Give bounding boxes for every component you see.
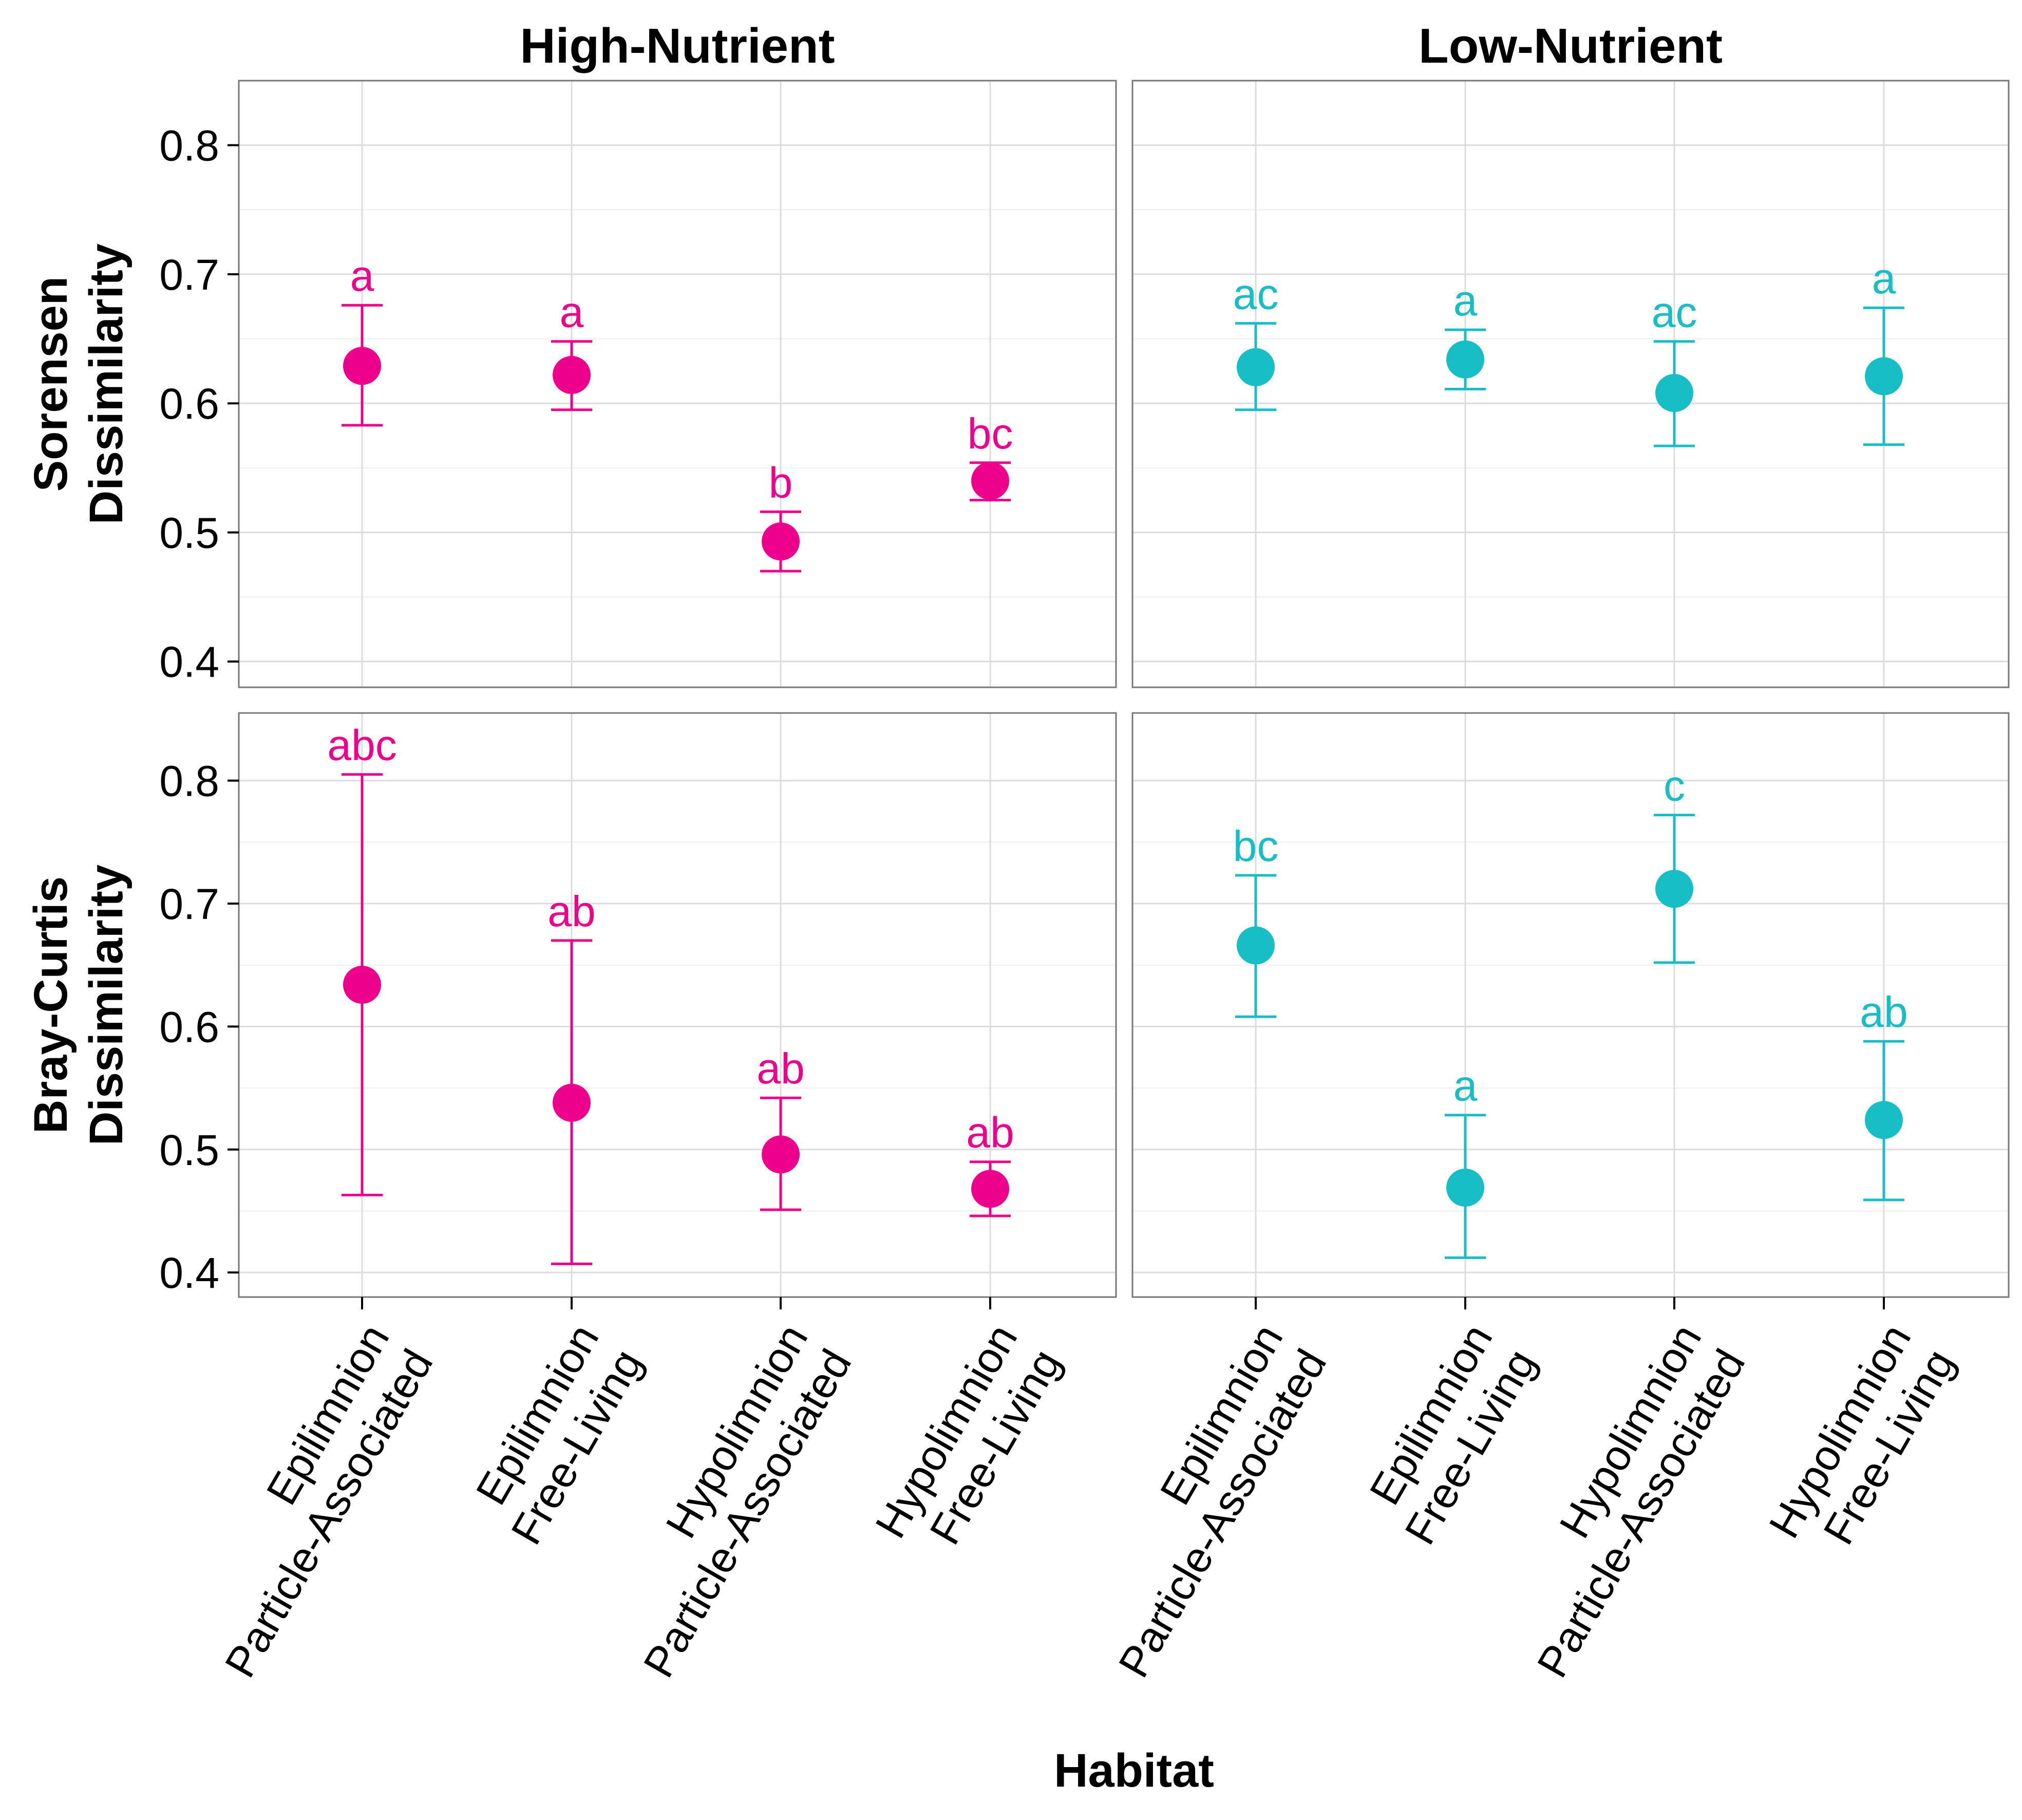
significance-label: bc xyxy=(1233,822,1279,870)
y-tick-label: 0.7 xyxy=(159,251,219,299)
significance-label: ab xyxy=(547,887,595,935)
y-axis-title-line: Bray-Curtis xyxy=(25,876,77,1134)
panel-bray-curtis-high-nutrient-background xyxy=(239,713,1116,1297)
data-point xyxy=(971,1170,1009,1208)
x-tick-label: EpilimnionParticle-Associated xyxy=(172,1316,442,1685)
y-tick-label: 0.7 xyxy=(159,880,219,928)
facet-title-low-nutrient: Low-Nutrient xyxy=(1419,18,1723,73)
significance-label: b xyxy=(769,458,793,506)
significance-label: a xyxy=(1453,1062,1478,1110)
data-point xyxy=(762,522,800,561)
x-tick-label: EpilimnionFree-Living xyxy=(458,1316,651,1552)
data-point xyxy=(343,347,381,385)
data-point xyxy=(1865,357,1903,396)
y-tick-label: 0.8 xyxy=(159,757,219,805)
x-tick-label: HypolimnionFree-Living xyxy=(1760,1316,1963,1571)
data-point xyxy=(553,1083,591,1122)
panel-sorensen-low-nutrient-background xyxy=(1132,81,2009,687)
y-axis-title-row-2: Bray-CurtisDissimilarity xyxy=(25,865,133,1146)
panel-sorensen-high-nutrient-background xyxy=(239,81,1116,687)
significance-label: a xyxy=(560,288,584,336)
y-tick-label: 0.5 xyxy=(159,1126,219,1174)
x-axis-title: Habitat xyxy=(1054,1744,1214,1797)
data-point xyxy=(1237,926,1275,965)
y-tick-label: 0.5 xyxy=(159,509,219,557)
x-tick-label: HypolimnionFree-Living xyxy=(866,1316,1070,1571)
data-point xyxy=(762,1135,800,1174)
y-tick-label: 0.6 xyxy=(159,1003,219,1051)
y-axis-title-line: Dissimilarity xyxy=(80,865,133,1146)
data-point xyxy=(343,966,381,1004)
significance-label: ab xyxy=(757,1044,804,1093)
significance-label: abc xyxy=(327,721,396,770)
y-axis-title-line: Dissimilarity xyxy=(80,243,133,524)
data-point xyxy=(1655,870,1693,908)
data-point xyxy=(553,355,591,394)
significance-label: ab xyxy=(1860,988,1907,1036)
facet-title-high-nutrient: High-Nutrient xyxy=(520,18,835,73)
y-tick-label: 0.8 xyxy=(159,122,219,170)
y-tick-label: 0.4 xyxy=(159,1249,219,1297)
panel-bray-curtis-low-nutrient-background xyxy=(1132,713,2009,1297)
panel-sorensen-low-nutrient-border xyxy=(1131,80,2010,688)
y-tick-label: 0.6 xyxy=(159,380,219,428)
data-point xyxy=(1446,1168,1484,1207)
significance-label: bc xyxy=(968,409,1013,458)
x-tick-label: EpilimnionParticle-Associated xyxy=(1066,1316,1336,1685)
significance-label: ac xyxy=(1233,270,1279,318)
significance-label: c xyxy=(1664,762,1685,810)
data-point xyxy=(1865,1101,1903,1139)
significance-label: a xyxy=(1872,254,1896,303)
significance-label: a xyxy=(1453,276,1478,325)
panel-bray-curtis-high-nutrient-border xyxy=(238,712,1117,1298)
data-point xyxy=(1446,340,1484,379)
significance-label: ab xyxy=(966,1109,1014,1157)
y-axis-title-line: Sorensen xyxy=(25,276,77,492)
x-tick-label: EpilimnionFree-Living xyxy=(1352,1316,1545,1552)
data-point xyxy=(971,461,1009,500)
panel-bray-curtis-low-nutrient-border xyxy=(1131,712,2010,1298)
significance-label: ac xyxy=(1652,288,1697,336)
y-tick-label: 0.4 xyxy=(159,638,219,686)
panel-sorensen-high-nutrient-border xyxy=(238,80,1117,688)
data-point xyxy=(1655,374,1693,412)
data-point xyxy=(1237,348,1275,386)
significance-label: a xyxy=(350,252,374,300)
y-axis-title-row-1: SorensenDissimilarity xyxy=(25,243,133,524)
